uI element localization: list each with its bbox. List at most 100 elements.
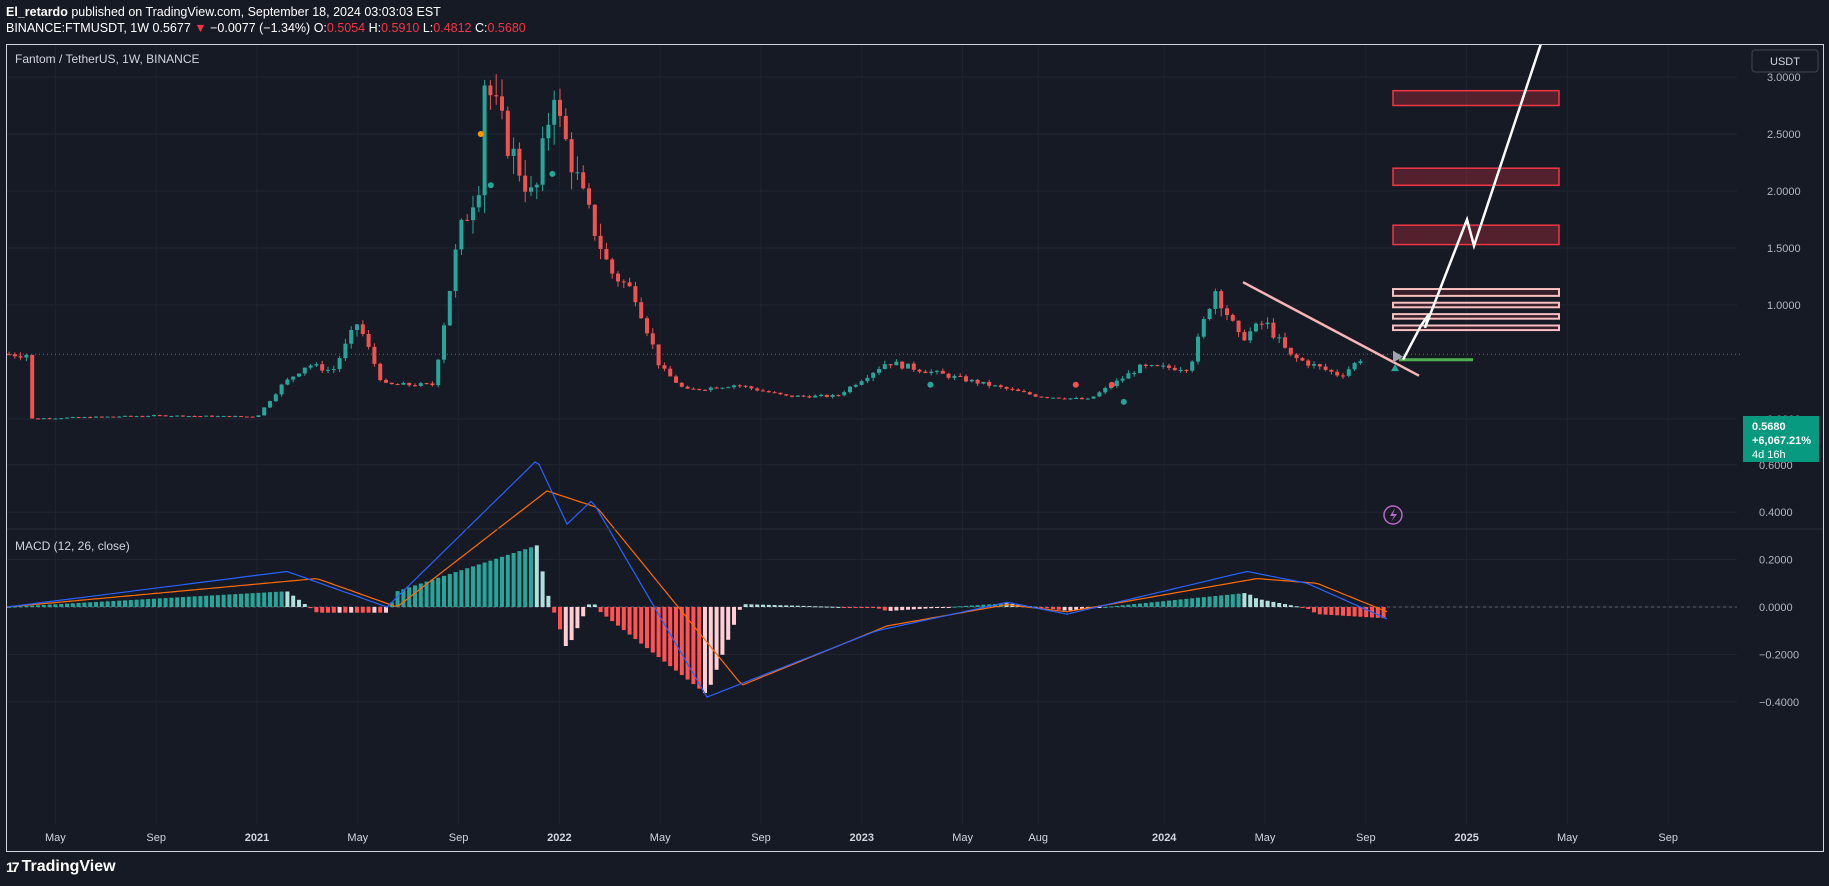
candle-body (552, 99, 557, 125)
macd-histogram-bar (326, 607, 330, 613)
candle-body (488, 85, 493, 96)
candle-body (94, 416, 98, 418)
chart-container[interactable]: 3.50003.00002.50002.00001.50001.00000.00… (6, 15, 1824, 852)
macd-tick-label: −0.4000 (1759, 697, 1799, 709)
macd-histogram-bar (181, 597, 185, 607)
macd-histogram-bar (743, 604, 748, 607)
macd-histogram-bar (778, 605, 783, 607)
macd-histogram-bar (500, 556, 504, 607)
candle-body (99, 416, 104, 418)
price-tick-label: 3.0000 (1767, 72, 1801, 84)
macd-histogram-bar (366, 607, 371, 613)
candle-body (494, 95, 499, 97)
macd-histogram-bar (1103, 606, 1108, 608)
candle-body (993, 385, 997, 387)
candle-body (430, 383, 435, 386)
macd-histogram-bar (1294, 606, 1299, 608)
candle-body (233, 416, 238, 418)
candle-body (1358, 361, 1363, 363)
candle-body (1167, 365, 1171, 368)
candle-body (88, 417, 93, 419)
macd-histogram-bar (946, 607, 951, 608)
time-tick-label: Sep (146, 832, 166, 844)
chart-canvas[interactable]: 3.50003.00002.50002.00001.50001.00000.00… (6, 15, 1823, 851)
macd-histogram-bar (256, 592, 261, 607)
candle-body (801, 395, 806, 397)
macd-histogram-bar (1277, 602, 1282, 607)
macd-histogram-bar (471, 566, 475, 607)
macd-histogram-bar (59, 603, 64, 607)
macd-histogram-bar (1190, 598, 1195, 607)
candle-body (732, 385, 736, 388)
macd-histogram-bar (975, 605, 980, 607)
macd-histogram-bar (36, 605, 40, 607)
price-tick-label: 1.5000 (1767, 243, 1801, 255)
macd-histogram-bar (981, 604, 986, 607)
time-tick-label: 2021 (245, 832, 269, 844)
lightning-icon[interactable] (1383, 505, 1403, 525)
candle-body (465, 219, 470, 221)
candle-body (384, 380, 388, 383)
time-tick-label: May (650, 832, 671, 844)
macd-histogram-bar (117, 600, 122, 607)
macd-histogram-bar (99, 601, 104, 607)
macd-histogram-bar (621, 607, 626, 631)
candle-body (442, 325, 446, 360)
candle-body (511, 148, 516, 156)
macd-line (6, 461, 1388, 698)
macd-histogram-bar (1335, 607, 1340, 616)
macd-histogram-bar (384, 607, 388, 613)
macd-histogram-bar (239, 593, 243, 607)
time-tick-label: 2025 (1454, 832, 1478, 844)
candle-body (1161, 365, 1166, 367)
candle-body (169, 416, 174, 418)
candle-body (1143, 364, 1148, 366)
macd-histogram-bar (616, 607, 620, 626)
candle-body (349, 329, 354, 344)
macd-histogram-bar (1138, 603, 1142, 607)
macd-histogram-bar (482, 562, 487, 607)
macd-histogram-bar (88, 602, 93, 607)
candle-body (285, 379, 290, 385)
trendline (1242, 281, 1420, 377)
macd-tick-label: 0.4000 (1759, 507, 1793, 519)
currency-label[interactable]: USDT (1770, 56, 1800, 68)
time-tick-label: May (1255, 832, 1276, 844)
macd-histogram-bar (41, 604, 46, 607)
macd-histogram-bar (952, 606, 957, 608)
currency-button[interactable]: USDT (1751, 49, 1819, 73)
candle-body (1300, 358, 1305, 361)
publish-header: El_retardo published on TradingView.com,… (6, 4, 526, 36)
candle-body (679, 382, 684, 387)
tradingview-brand[interactable]: 17 TradingView (6, 858, 116, 876)
candle-body (1138, 364, 1142, 374)
macd-histogram-bar (1149, 602, 1154, 607)
candle-body (523, 175, 528, 192)
author-name[interactable]: El_retardo (6, 5, 68, 19)
macd-histogram-bar (592, 604, 597, 607)
macd-histogram-bar (801, 605, 806, 607)
user-drawings[interactable] (1242, 40, 1560, 377)
published-text: published on TradingView.com, September … (71, 5, 441, 19)
macd-histogram-bar (134, 599, 139, 607)
change-down-icon: ▼ (194, 21, 207, 35)
macd-histogram-bar (70, 603, 75, 607)
candle-body (297, 373, 301, 377)
candle-body (529, 187, 533, 192)
candle-body (1277, 337, 1282, 339)
macd-histogram-bar (111, 601, 116, 607)
candle-body (1184, 369, 1189, 371)
candle-body (1172, 367, 1177, 371)
candle-body (343, 343, 348, 359)
candle-body (1352, 362, 1357, 370)
candle-body (1207, 308, 1212, 320)
macd-histogram-bar (587, 604, 591, 607)
candle-body (291, 376, 296, 380)
macd-histogram-bar (128, 600, 133, 607)
macd-histogram-bar (291, 595, 296, 607)
macd-histogram-bar (1364, 607, 1369, 618)
candle-body (1149, 365, 1154, 367)
macd-histogram-bar (233, 594, 238, 607)
candle-body (389, 382, 394, 385)
ohlc-line: BINANCE:FTMUSDT, 1W 0.5677 ▼ −0.0077 (−1… (6, 20, 526, 36)
